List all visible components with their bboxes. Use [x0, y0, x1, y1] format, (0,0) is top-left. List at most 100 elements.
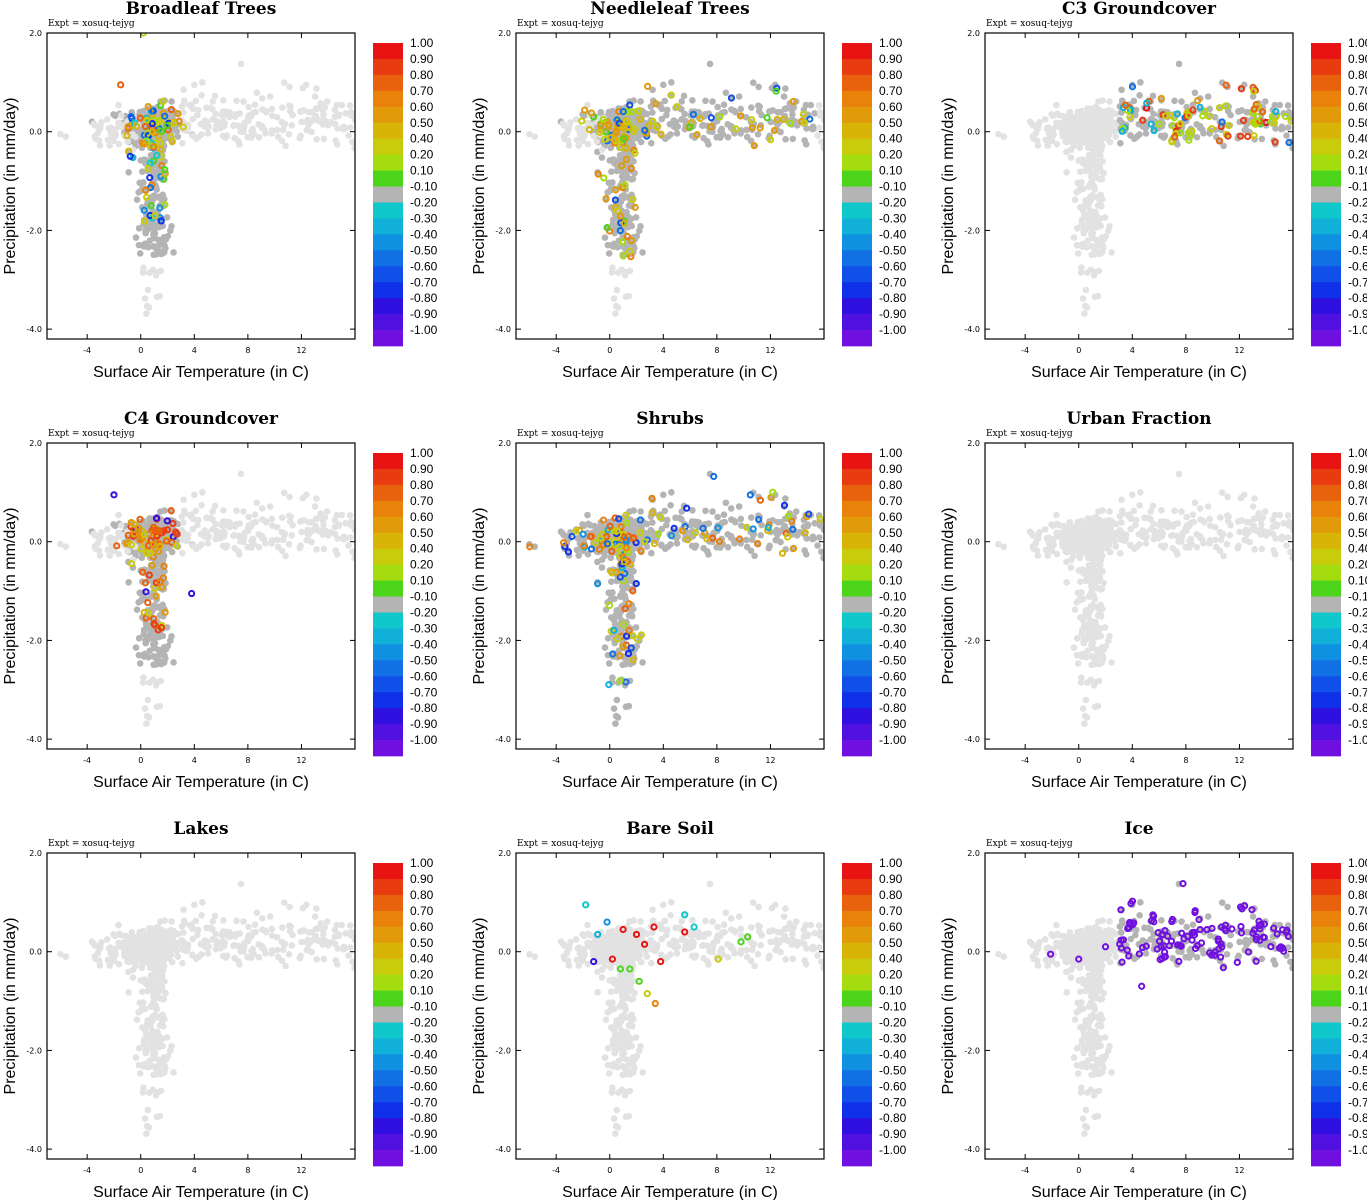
cloud-point — [531, 133, 539, 140]
highlight-point — [110, 491, 118, 499]
colorbar-swatch — [842, 186, 872, 203]
cloud-point — [608, 269, 616, 276]
colorbar-swatch — [373, 170, 403, 187]
cloud-point — [159, 192, 166, 200]
cloud-point — [1125, 511, 1133, 519]
x-tick-label: 12 — [296, 346, 306, 355]
cloud-point — [273, 536, 281, 544]
highlight-point — [1270, 119, 1279, 127]
cloud-point — [680, 92, 688, 100]
cloud-point — [189, 525, 197, 533]
panel-title: Urban Fraction — [1066, 409, 1211, 429]
cloud-point — [1150, 110, 1157, 118]
cloud-point — [1074, 589, 1082, 597]
highlight-point — [1239, 116, 1248, 125]
colorbar-label: -0.30 — [879, 211, 907, 225]
colorbar-swatch — [1311, 282, 1341, 299]
cloud-point — [316, 527, 323, 535]
highlight-point — [755, 515, 763, 524]
cloud-point — [643, 520, 651, 528]
cloud-point — [280, 79, 288, 86]
cloud-point — [1092, 113, 1100, 120]
y-tick-label: 2.0 — [498, 439, 511, 448]
cloud-point — [1118, 507, 1126, 514]
cloud-point — [1258, 545, 1266, 553]
colorbar-swatch — [842, 106, 872, 124]
colorbar-swatch — [842, 330, 872, 347]
cloud-point — [1041, 116, 1049, 123]
highlight-point — [622, 511, 630, 519]
cloud-point — [1217, 514, 1224, 521]
highlight-point — [587, 545, 596, 553]
y-tick-label: 0.0 — [498, 538, 511, 547]
highlight-point — [629, 656, 637, 664]
highlight-point — [117, 81, 125, 89]
colorbar-label: 1.00 — [879, 446, 903, 460]
cloud-point — [198, 131, 205, 138]
cloud-point — [1095, 508, 1102, 515]
cloud-point — [151, 602, 158, 609]
highlight-point — [667, 91, 675, 99]
cloud-point — [1091, 121, 1099, 128]
highlight-point — [710, 472, 718, 481]
colorbar-swatch — [842, 612, 872, 629]
experiment-label: Expt = xosuq-tejyg — [517, 19, 604, 29]
x-axis-label: Surface Air Temperature (in C) — [93, 774, 309, 791]
cloud-point — [748, 536, 756, 544]
highlight-point — [648, 509, 656, 517]
highlight-point — [1118, 127, 1126, 135]
cloud-point — [163, 624, 171, 631]
cloud-point — [280, 120, 288, 128]
cloud-point — [209, 105, 216, 113]
cloud-point — [205, 533, 213, 540]
highlight-point — [699, 524, 707, 532]
cloud-point — [661, 97, 669, 105]
cloud-point — [1220, 552, 1227, 560]
highlight-point — [617, 219, 625, 227]
cloud-point — [1111, 531, 1118, 538]
cloud-point — [748, 104, 755, 111]
cloud-point — [560, 133, 568, 140]
highlight-point — [801, 529, 809, 537]
cloud-point — [145, 714, 153, 721]
cloud-point — [749, 530, 757, 538]
highlight-point — [148, 120, 156, 128]
highlight-point — [1207, 125, 1216, 133]
cloud-point — [1029, 133, 1037, 140]
cloud-point — [1087, 105, 1094, 112]
cloud-point — [1206, 515, 1214, 523]
cloud-point — [1142, 130, 1150, 137]
cloud-point — [1053, 122, 1061, 130]
highlight-point — [132, 122, 141, 130]
cloud-point — [1211, 536, 1219, 544]
cloud-point — [258, 534, 266, 542]
cloud-point — [1212, 543, 1220, 551]
cloud-point — [649, 97, 657, 104]
colorbar-label: -0.60 — [410, 669, 438, 683]
cloud-point — [1065, 131, 1073, 139]
cloud-point — [345, 132, 352, 139]
colorbar-label: 0.10 — [410, 164, 434, 178]
colorbar-swatch — [842, 468, 872, 486]
colorbar-swatch — [1311, 202, 1341, 219]
cloud-point — [628, 611, 635, 619]
cloud-point — [194, 516, 202, 524]
highlight-point — [756, 124, 764, 132]
cloud-point — [161, 652, 168, 659]
cloud-point — [1280, 520, 1287, 527]
cloud-point — [57, 540, 64, 548]
cloud-point — [320, 135, 328, 143]
cloud-point — [1223, 540, 1231, 548]
cloud-point — [1204, 93, 1212, 100]
cloud-point — [1276, 101, 1284, 109]
highlight-point — [625, 626, 633, 635]
cloud-point — [335, 111, 343, 118]
experiment-label: Expt = xosuq-tejyg — [517, 429, 604, 439]
scatter-points — [526, 60, 824, 317]
highlight-point — [633, 635, 642, 643]
cloud-point — [609, 264, 616, 271]
cloud-point — [710, 529, 718, 536]
cloud-point — [103, 526, 111, 533]
cloud-point — [701, 110, 709, 118]
cloud-point — [1062, 138, 1069, 145]
